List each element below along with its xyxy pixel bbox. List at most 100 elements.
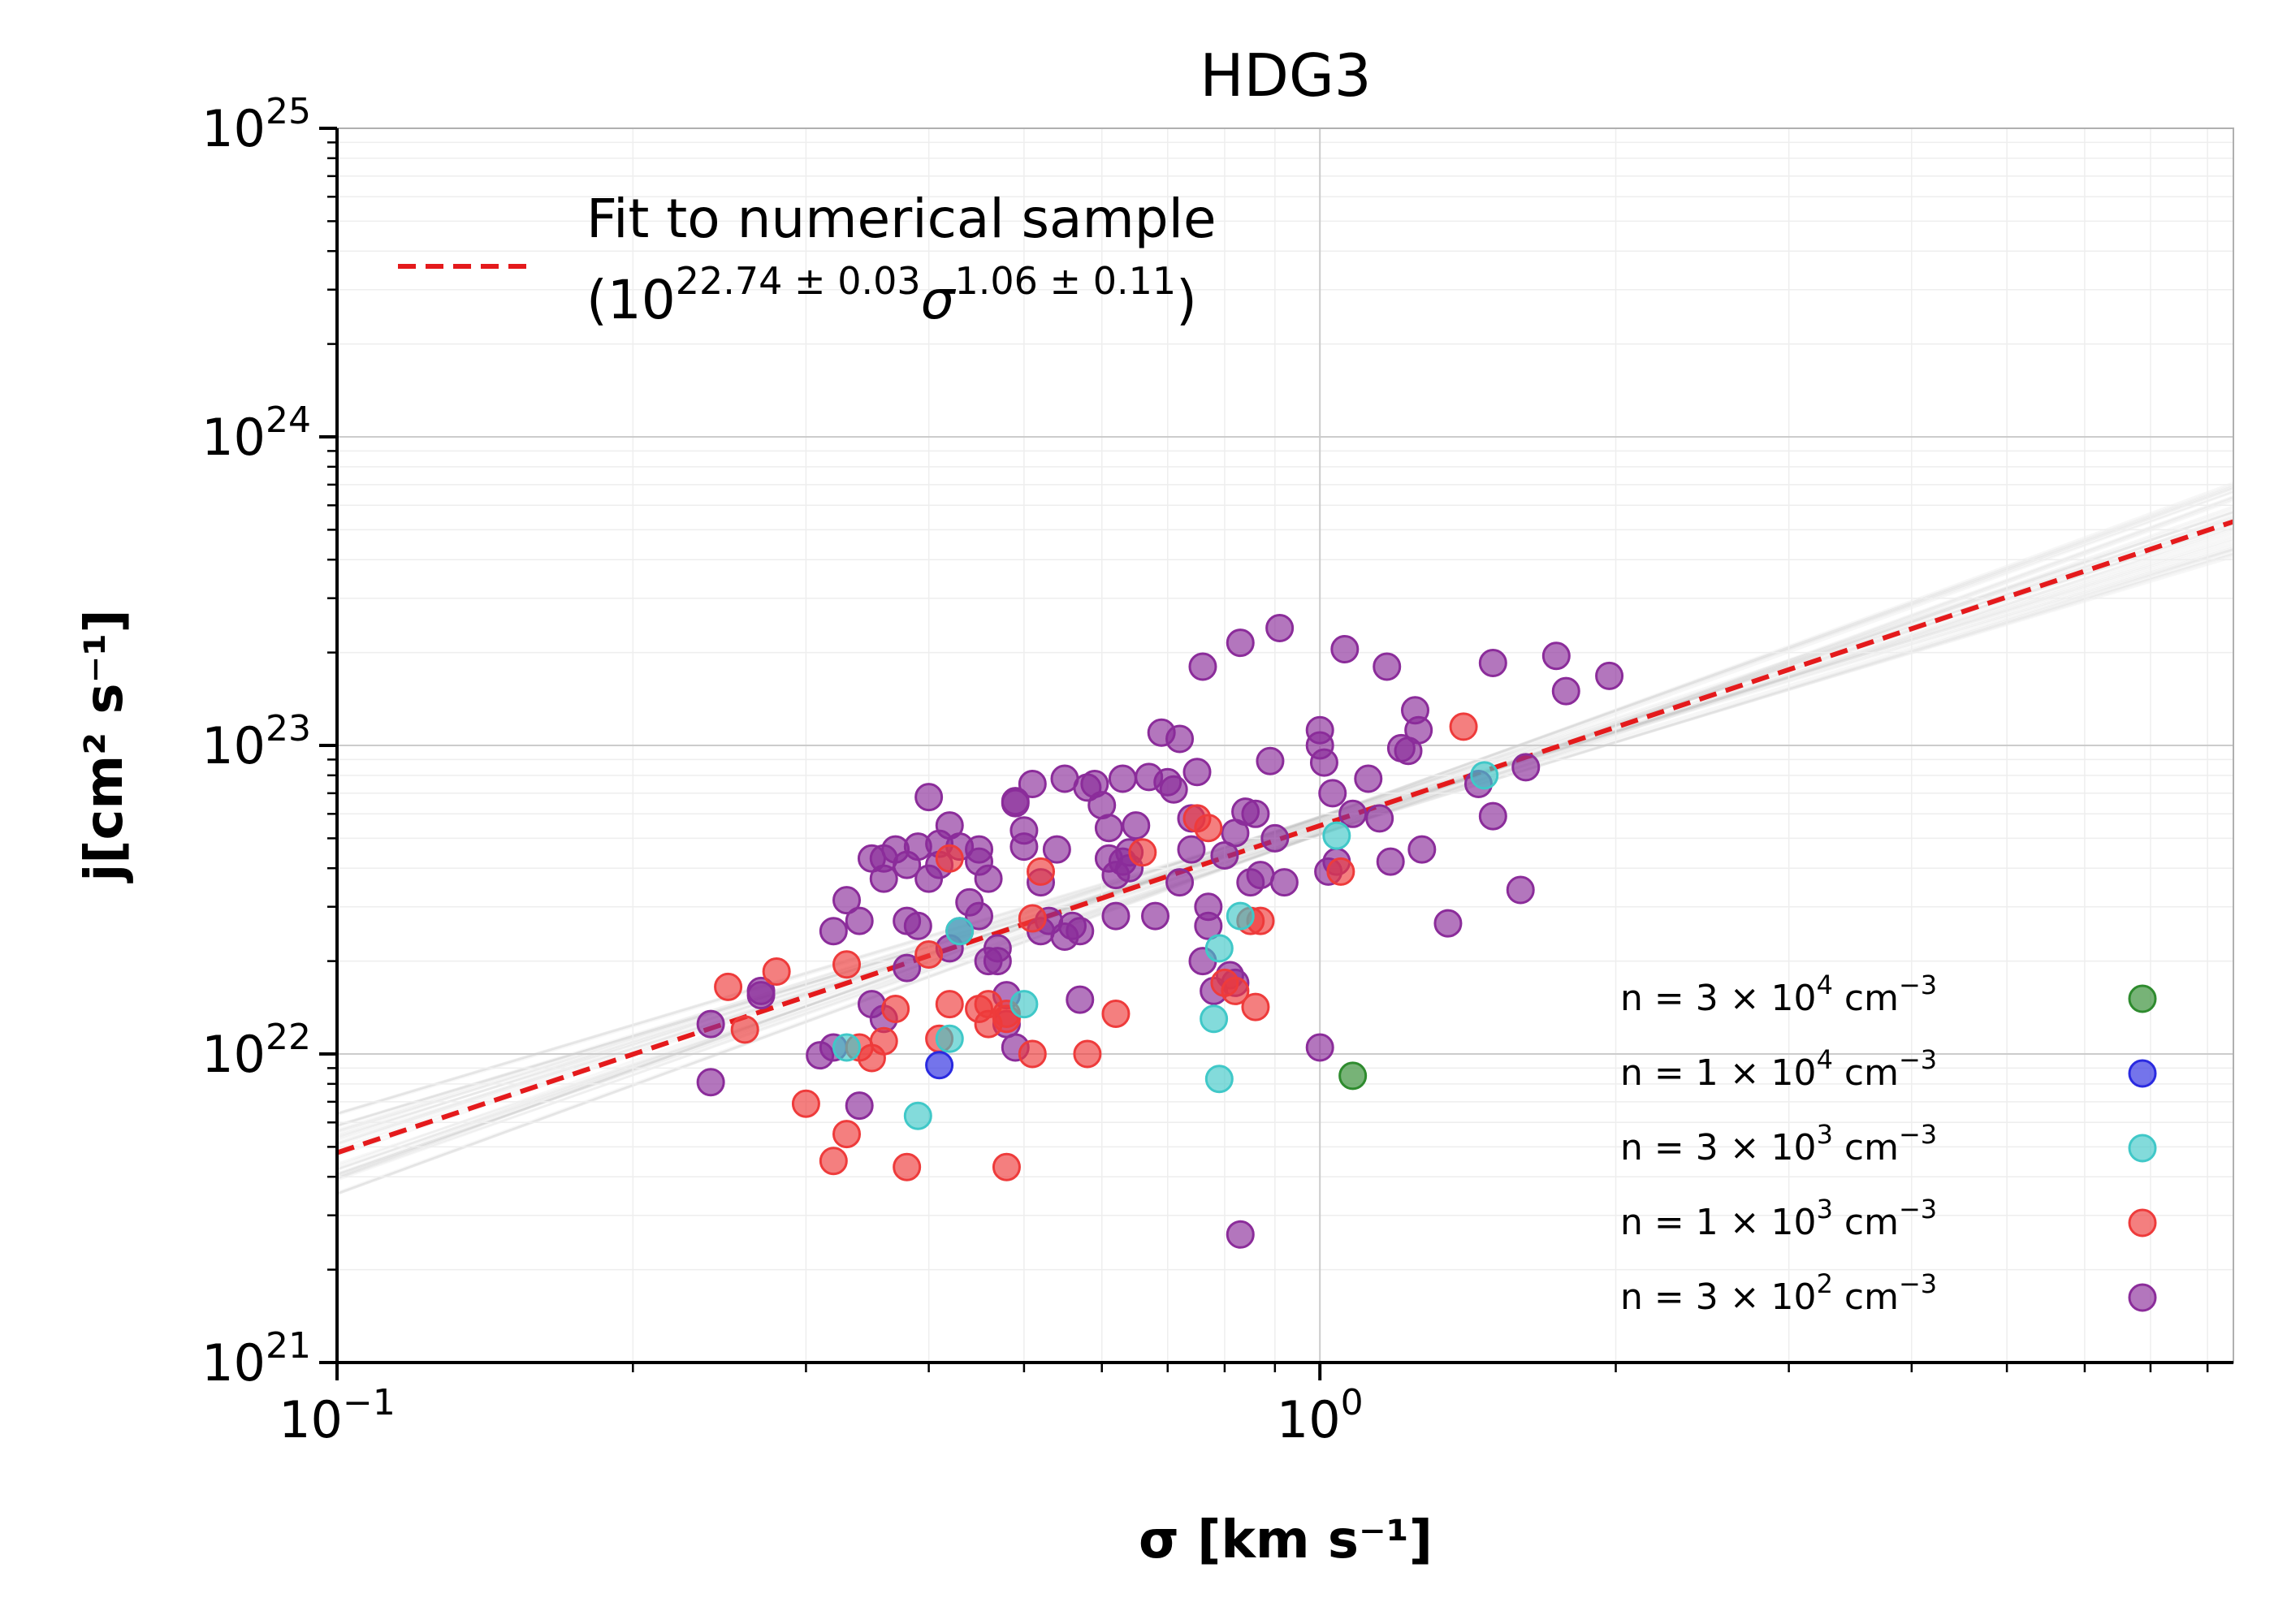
data-point <box>1200 1004 1229 1034</box>
data-point <box>1338 799 1368 828</box>
data-point <box>1241 799 1270 828</box>
data-point <box>1478 648 1507 677</box>
fit-legend-label: Fit to numerical sample <box>586 188 1217 250</box>
data-point <box>974 864 1003 893</box>
data-point <box>845 1091 874 1121</box>
data-point <box>914 940 944 970</box>
data-point <box>1165 868 1195 897</box>
data-point <box>696 1009 725 1039</box>
y-tick-label: 1021 <box>201 1325 311 1393</box>
axis-ticks: 10−1 100 1021 1022 1023 1024 1025 <box>201 91 2209 1449</box>
x-axis-label: σ [km s⁻¹] <box>1139 1510 1433 1570</box>
data-point <box>1050 922 1079 952</box>
data-point <box>1318 779 1347 808</box>
data-point <box>1338 1061 1368 1091</box>
fit-legend-formula: (1022.74 ± 0.03σ1.06 ± 0.11) <box>586 259 1197 331</box>
data-point <box>1066 985 1095 1014</box>
data-point <box>869 1026 898 1056</box>
data-point <box>746 981 776 1010</box>
data-point <box>1269 868 1299 897</box>
data-point <box>1407 835 1437 864</box>
data-point <box>1204 1065 1234 1094</box>
data-point <box>1073 1039 1102 1069</box>
data-point <box>1177 835 1206 864</box>
data-point <box>791 1089 820 1118</box>
data-point <box>714 972 743 1001</box>
data-point <box>1260 823 1290 853</box>
data-point <box>1194 814 1223 843</box>
series-legend-label: n = 1 × 104 cm−3 <box>1620 1044 1937 1094</box>
data-point <box>845 906 874 935</box>
data-point <box>1194 892 1223 922</box>
series-legend-marker <box>2128 984 2157 1013</box>
data-point <box>1188 652 1217 681</box>
data-point <box>914 783 944 812</box>
data-point <box>1128 838 1157 867</box>
data-point <box>1122 811 1151 840</box>
series-legend-marker <box>2128 1059 2157 1088</box>
data-point <box>1246 861 1275 890</box>
fit-sample-line <box>336 520 2234 1135</box>
data-point <box>1305 1033 1334 1062</box>
series-legend-label: n = 3 × 104 cm−3 <box>1620 970 1937 1019</box>
data-point <box>819 1147 848 1176</box>
data-point <box>819 917 848 946</box>
data-point <box>832 886 862 915</box>
data-point <box>832 1033 862 1062</box>
data-point <box>965 835 994 864</box>
data-point <box>762 957 791 986</box>
data-point <box>1159 775 1188 804</box>
y-tick-label: 1022 <box>201 1017 311 1084</box>
data-point <box>935 990 964 1019</box>
data-point <box>1018 769 1047 798</box>
data-point <box>1354 764 1383 793</box>
data-point <box>1478 801 1507 831</box>
data-point <box>832 950 862 979</box>
data-point <box>965 901 994 931</box>
data-point <box>1330 635 1360 664</box>
data-point <box>1182 758 1212 787</box>
data-point <box>1018 1039 1047 1069</box>
y-tick-label: 1024 <box>201 400 311 467</box>
data-point <box>1027 857 1056 886</box>
data-point <box>1042 835 1071 864</box>
data-point <box>1226 901 1255 931</box>
y-tick-label: 1025 <box>201 91 311 158</box>
data-point <box>730 1015 759 1044</box>
scatter-points <box>696 614 1624 1249</box>
data-point <box>1322 821 1351 850</box>
data-point <box>1541 641 1571 671</box>
data-point <box>1226 628 1255 658</box>
data-point <box>881 994 910 1023</box>
series-legend-marker <box>2128 1208 2157 1237</box>
data-point <box>1449 712 1478 741</box>
series-legend-label: n = 3 × 103 cm−3 <box>1620 1119 1937 1168</box>
data-point <box>1433 909 1463 938</box>
data-point <box>1506 875 1535 905</box>
data-point <box>696 1068 725 1097</box>
data-point <box>1326 857 1355 886</box>
series-legend: n = 3 × 104 cm−3 n = 1 × 104 cm−3 n = 3 × … <box>1620 970 2157 1318</box>
data-point <box>1101 999 1131 1028</box>
fit-legend: Fit to numerical sample (1022.74 ± 0.03σ1… <box>398 188 1217 331</box>
data-point <box>1221 976 1250 1005</box>
chart-title: HDG3 <box>1200 41 1371 110</box>
series-legend-marker <box>2128 1134 2157 1163</box>
data-point <box>1309 748 1338 777</box>
data-point <box>1365 804 1394 833</box>
fit-sample-line <box>336 511 2234 1145</box>
data-point <box>893 1152 922 1181</box>
data-point <box>1470 761 1499 790</box>
data-point <box>1404 715 1433 745</box>
data-point <box>935 844 964 873</box>
x-tick-label: 10−1 <box>279 1382 396 1449</box>
x-tick-label: 100 <box>1277 1382 1364 1449</box>
data-point <box>832 1120 862 1149</box>
data-point <box>1226 1220 1255 1249</box>
data-point <box>1165 724 1195 754</box>
data-point <box>1009 816 1039 845</box>
series-legend-label: n = 1 × 103 cm−3 <box>1620 1194 1937 1243</box>
data-point <box>1094 814 1123 843</box>
data-point <box>983 934 1012 963</box>
